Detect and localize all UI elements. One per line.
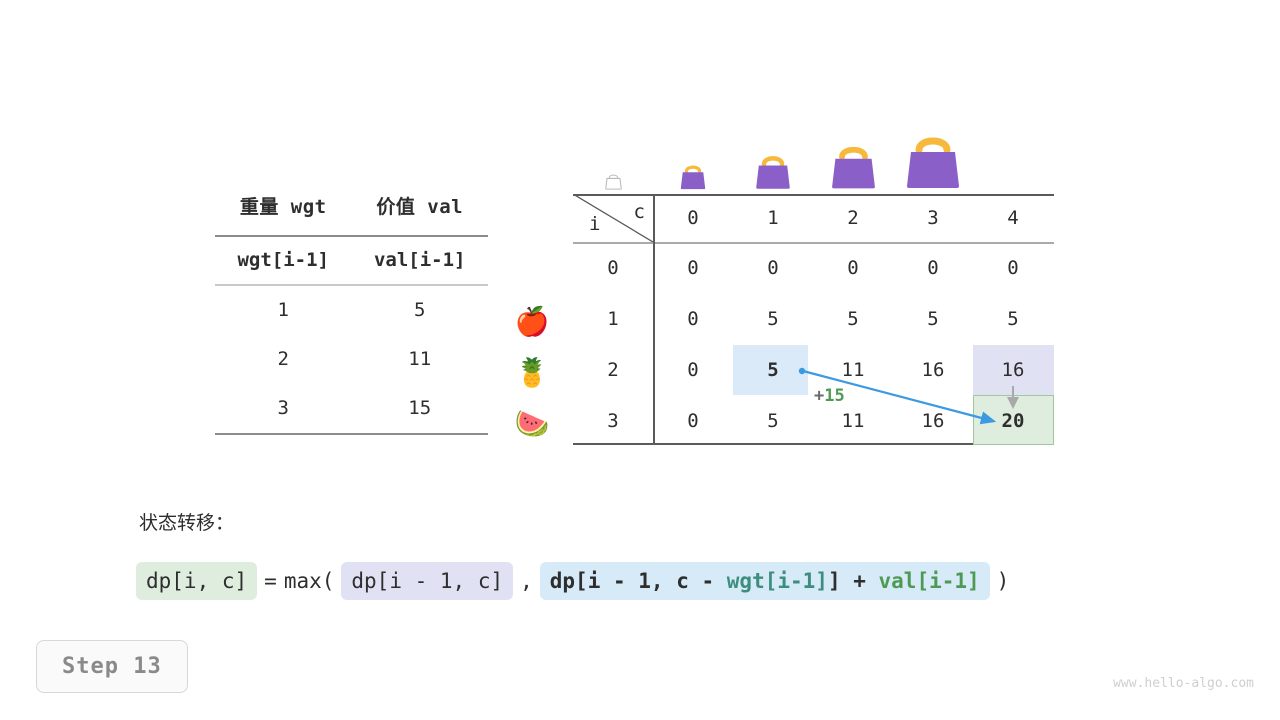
dp-table-vertical-divider: [653, 194, 655, 445]
item-table-rule-bottom: [215, 432, 488, 435]
dp-table-header-rule: [573, 242, 1054, 244]
item-wgt-3: 3: [277, 396, 289, 419]
dp-row-header-2: 2: [607, 359, 619, 381]
knapsack-icon: [653, 130, 733, 190]
annotation-sign: +: [814, 386, 825, 406]
dp-table-border-bottom: [573, 443, 1054, 445]
item-table-subheader-val: val[i-1]: [373, 249, 466, 271]
item-table: 重量 wgt 价值 val wgt[i-1] val[i-1] 1 5 2 11…: [215, 192, 488, 435]
watermelon-emoji: 🍉: [514, 407, 550, 440]
knapsack-icon: [573, 130, 653, 190]
pineapple-emoji: 🍍: [514, 356, 550, 389]
dp-table: c i 0 1 2 3 4 0 1 2 3 0 0 0 0 0 0 5 5 5 …: [573, 194, 1054, 445]
knapsack-icon: [893, 130, 973, 190]
dp-cell-2-1: 5: [767, 359, 779, 381]
dp-cell-0-2: 0: [847, 257, 859, 279]
dp-col-header-2: 2: [847, 207, 859, 229]
formula-target: dp[i, c]: [136, 562, 258, 600]
item-wgt-2: 2: [277, 347, 289, 370]
formula-option-skip: dp[i - 1, c]: [341, 562, 514, 600]
formula-take-prefix: dp[i - 1, c -: [549, 569, 727, 593]
knapsack-icon: [813, 130, 893, 190]
table-row: 1 5: [215, 286, 488, 335]
item-table-header-wgt: 重量 wgt: [239, 196, 327, 218]
formula-take-wgt: wgt[i-1]: [726, 569, 828, 593]
highlight-source-cell: [733, 345, 808, 395]
item-val-1: 5: [414, 298, 426, 321]
transition-label: 状态转移：: [139, 512, 235, 534]
knapsack-capacity-row: [573, 130, 1054, 190]
dp-cell-3-4: 20: [1001, 410, 1025, 432]
item-wgt-1: 1: [277, 298, 289, 321]
formula-option-take: dp[i - 1, c - wgt[i-1]] + val[i-1]: [539, 562, 990, 600]
dp-cell-1-2: 5: [847, 308, 859, 330]
dp-col-header-4: 4: [1007, 207, 1019, 229]
dp-row-header-3: 3: [607, 410, 619, 432]
step-badge: Step 13: [36, 640, 188, 693]
dp-cell-3-1: 5: [767, 410, 779, 432]
annotation-number: 15: [824, 386, 845, 406]
item-table-subheader-wgt: wgt[i-1]: [237, 249, 329, 271]
dp-corner-col-label: c: [633, 201, 645, 223]
item-table-header-row: 重量 wgt 价值 val: [215, 192, 488, 235]
dp-col-header-1: 1: [767, 207, 779, 229]
dp-cell-0-4: 0: [1007, 257, 1019, 279]
dp-cell-1-4: 5: [1007, 308, 1019, 330]
dp-cell-2-4: 16: [1001, 359, 1025, 381]
item-val-3: 15: [408, 396, 432, 419]
watermark: www.hello-algo.com: [1113, 676, 1254, 691]
dp-corner-row-label: i: [589, 213, 601, 235]
dp-cell-0-3: 0: [927, 257, 939, 279]
dp-cell-1-1: 5: [767, 308, 779, 330]
annotation-plus-value: +15: [814, 386, 845, 406]
formula-take-mid: ] +: [827, 569, 879, 593]
corner-diagonal-icon: [573, 194, 653, 242]
formula-max-close: ): [996, 569, 1010, 593]
formula-equals: =: [264, 569, 277, 593]
item-val-2: 11: [408, 347, 432, 370]
dp-cell-2-3: 16: [921, 359, 945, 381]
item-table-rule-top: [215, 235, 488, 237]
dp-cell-1-0: 0: [687, 308, 699, 330]
item-table-header-val: 价值 val: [376, 196, 464, 218]
apple-emoji: 🍎: [514, 305, 550, 338]
dp-cell-1-3: 5: [927, 308, 939, 330]
dp-cell-2-0: 0: [687, 359, 699, 381]
dp-row-header-1: 1: [607, 308, 619, 330]
formula-take-val: val[i-1]: [878, 569, 980, 593]
dp-cell-3-0: 0: [687, 410, 699, 432]
transition-formula: dp[i, c] = max( dp[i - 1, c] , dp[i - 1,…: [136, 560, 1016, 602]
knapsack-icon: [733, 130, 813, 190]
dp-row-header-0: 0: [607, 257, 619, 279]
dp-table-border-top: [573, 194, 1054, 196]
item-table-rule-mid: [215, 284, 488, 286]
dp-col-header-3: 3: [927, 207, 939, 229]
dp-cell-0-1: 0: [767, 257, 779, 279]
fruit-column: 🍎 🍍 🍉: [508, 296, 556, 449]
dp-cell-0-0: 0: [687, 257, 699, 279]
formula-max-open: max(: [283, 569, 335, 593]
item-table-subheader-row: wgt[i-1] val[i-1]: [215, 237, 488, 284]
table-row: 3 15: [215, 384, 488, 433]
formula-comma: ,: [520, 569, 533, 593]
dp-cell-3-3: 16: [921, 410, 945, 432]
table-row: 2 11: [215, 335, 488, 384]
dp-col-header-0: 0: [687, 207, 699, 229]
